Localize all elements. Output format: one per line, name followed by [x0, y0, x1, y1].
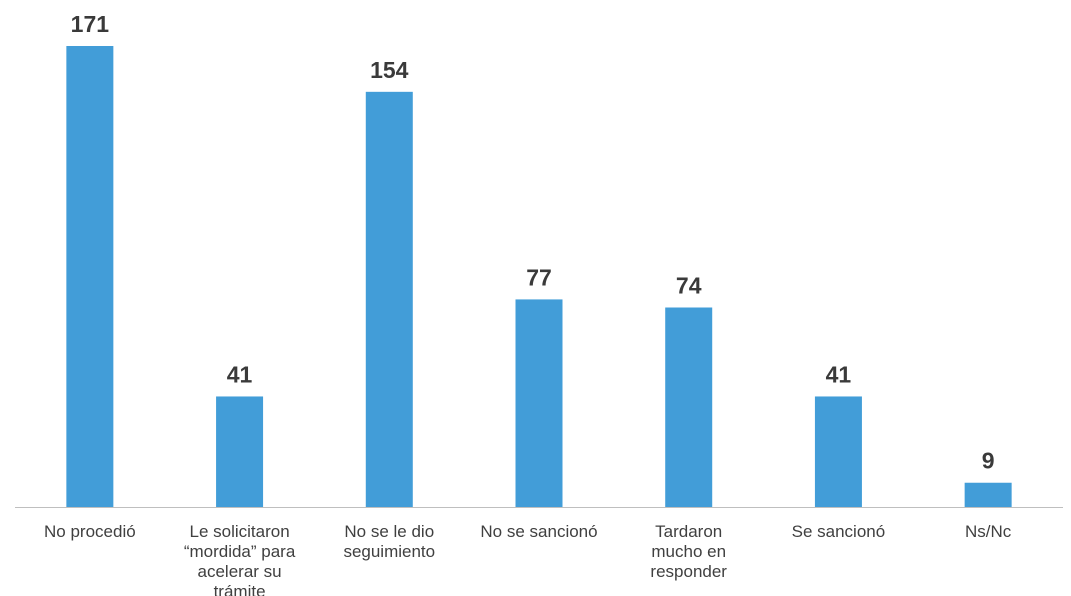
category-label-line: seguimiento [343, 542, 435, 561]
value-label-2: 41 [227, 361, 253, 387]
category-label-3: No se le dio seguimiento [343, 522, 435, 561]
category-label-line: Le solicitaron [189, 522, 289, 541]
value-labels-group: 171 41 154 77 74 41 9 [71, 11, 995, 474]
category-label-line: mucho en [651, 542, 726, 561]
category-label-line: Se sancionó [792, 522, 886, 541]
bar-5 [665, 307, 713, 507]
category-label-6: Se sancionó [792, 522, 886, 541]
value-label-5: 74 [676, 273, 702, 299]
value-label-4: 77 [526, 264, 552, 290]
bars-group [66, 46, 1012, 507]
category-label-line: trámite [214, 582, 266, 596]
category-label-line: responder [650, 562, 727, 581]
category-label-line: Tardaron [655, 522, 722, 541]
category-label-line: “mordida” para [184, 542, 296, 561]
category-label-line: No se le dio [344, 522, 434, 541]
category-label-line: No procedió [44, 522, 136, 541]
bar-7 [964, 482, 1012, 507]
category-label-7: Ns/Nc [965, 522, 1012, 541]
bar-2 [216, 396, 264, 507]
category-label-1: No procedió [44, 522, 136, 541]
category-label-line: No se sancionó [480, 522, 597, 541]
bar-1 [66, 46, 114, 507]
value-label-6: 41 [826, 361, 852, 387]
category-label-4: No se sancionó [480, 522, 597, 541]
value-label-7: 9 [982, 448, 995, 474]
bar-6 [814, 396, 862, 507]
bar-4 [515, 299, 563, 507]
category-label-line: Ns/Nc [965, 522, 1012, 541]
category-labels-group: No procedió Le solicitaron “mordida” para a… [44, 522, 1012, 596]
category-label-2: Le solicitaron “mordida” para acelerar su t… [184, 522, 296, 596]
category-label-5: Tardaron mucho en responder [650, 522, 727, 581]
bar-3 [365, 91, 413, 507]
value-label-1: 171 [71, 11, 110, 37]
value-label-3: 154 [370, 57, 409, 83]
category-label-line: acelerar su [198, 562, 282, 581]
